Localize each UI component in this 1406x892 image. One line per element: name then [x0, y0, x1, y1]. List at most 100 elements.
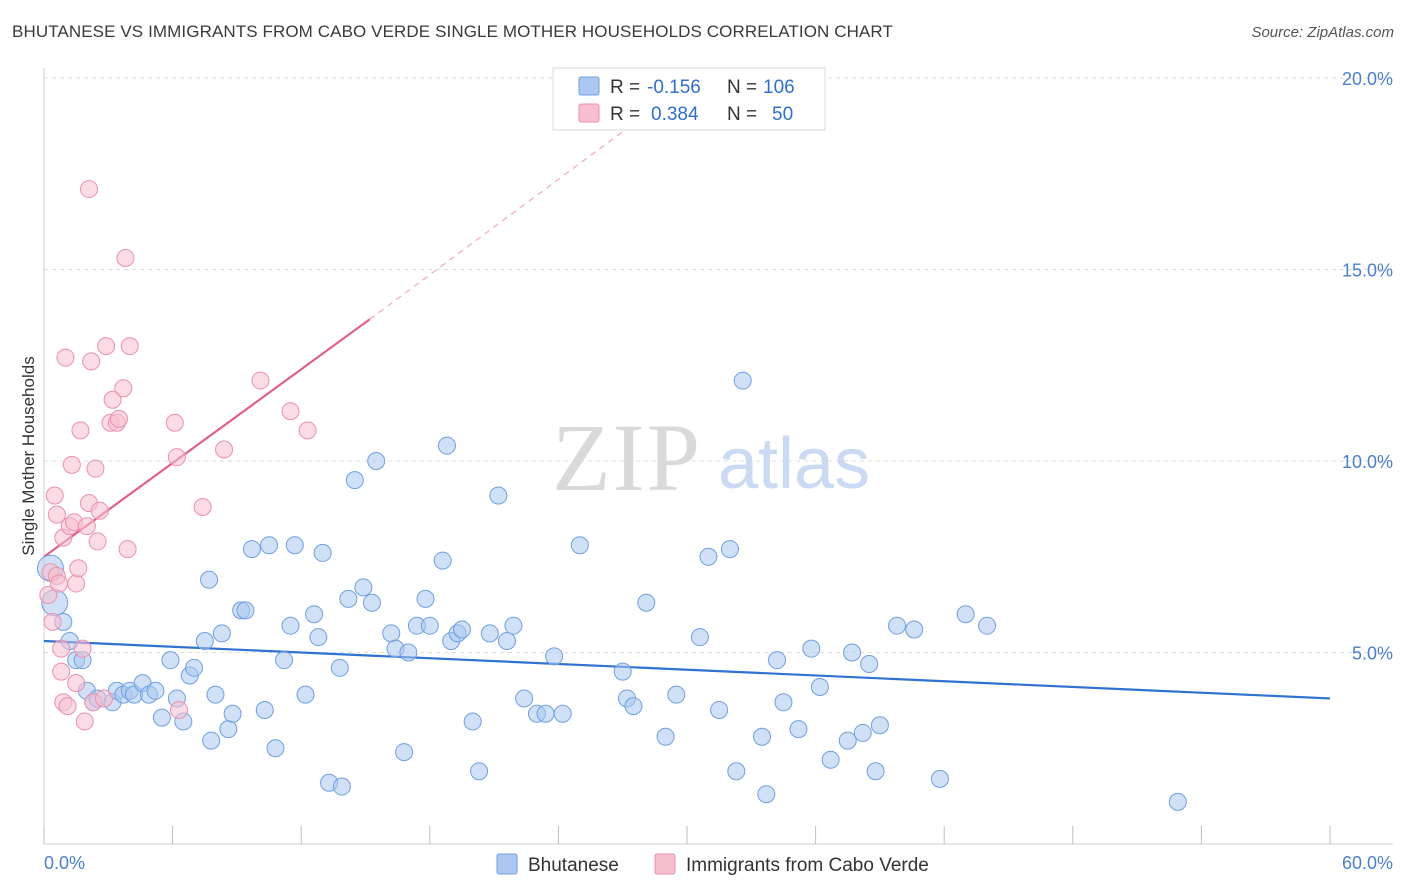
- point-cabo-verde: [75, 712, 94, 731]
- point-bhutanese: [489, 486, 508, 505]
- point-bhutanese: [354, 578, 373, 597]
- bottom-legend: Bhutanese Immigrants from Cabo Verde: [496, 853, 929, 876]
- legend-n-label-2: N =: [727, 104, 757, 125]
- legend-r-value-1: -0.156: [647, 77, 701, 98]
- point-cabo-verde: [118, 540, 137, 559]
- point-bhutanese: [242, 540, 261, 559]
- point-cabo-verde: [110, 409, 129, 428]
- point-bhutanese: [570, 536, 589, 555]
- x-tick-label-max: 60.0%: [1342, 853, 1393, 873]
- chart-source: Source: ZipAtlas.com: [1251, 24, 1394, 41]
- y-axis-title: Single Mother Households: [19, 356, 38, 555]
- point-bhutanese: [152, 708, 171, 727]
- axes: [43, 68, 1393, 845]
- point-bhutanese: [727, 762, 746, 781]
- point-bhutanese: [480, 624, 499, 643]
- gridlines: [44, 77, 1393, 653]
- point-bhutanese: [275, 651, 294, 670]
- point-cabo-verde: [165, 413, 184, 432]
- point-bhutanese: [330, 658, 349, 677]
- point-cabo-verde: [67, 674, 86, 693]
- point-cabo-verde: [88, 532, 107, 551]
- point-bhutanese: [399, 643, 418, 662]
- point-bhutanese: [843, 643, 862, 662]
- bottom-legend-label-bhutanese: Bhutanese: [528, 855, 619, 876]
- point-bhutanese: [367, 452, 386, 470]
- point-bhutanese: [821, 750, 840, 769]
- point-bhutanese: [866, 762, 885, 781]
- point-bhutanese: [437, 436, 456, 455]
- point-cabo-verde: [80, 180, 99, 199]
- point-bhutanese: [223, 704, 242, 723]
- x-tick-label-min: 0.0%: [44, 853, 85, 873]
- point-cabo-verde: [251, 371, 270, 390]
- point-bhutanese: [236, 601, 255, 620]
- point-cabo-verde: [45, 486, 64, 505]
- point-bhutanese: [768, 651, 787, 670]
- point-cabo-verde: [97, 337, 116, 356]
- point-cabo-verde: [170, 700, 189, 719]
- point-bhutanese: [416, 589, 435, 608]
- point-bhutanese: [266, 739, 285, 758]
- point-bhutanese: [637, 593, 656, 612]
- point-bhutanese: [774, 693, 793, 712]
- point-cabo-verde: [58, 697, 77, 716]
- point-bhutanese: [255, 700, 274, 719]
- bottom-legend-label-cabo-verde: Immigrants from Cabo Verde: [686, 855, 929, 876]
- point-bhutanese: [853, 723, 872, 742]
- point-bhutanese: [553, 704, 572, 723]
- bottom-legend-swatch-pink: [654, 853, 676, 875]
- point-bhutanese: [281, 616, 300, 635]
- point-cabo-verde: [39, 586, 58, 605]
- point-bhutanese: [185, 658, 204, 677]
- point-bhutanese: [1168, 792, 1187, 811]
- point-bhutanese: [285, 536, 304, 555]
- y-tick-label-3: 20.0%: [1342, 69, 1393, 89]
- point-cabo-verde: [281, 402, 300, 421]
- point-cabo-verde: [120, 337, 139, 356]
- point-bhutanese: [515, 689, 534, 708]
- point-bhutanese: [956, 605, 975, 624]
- point-bhutanese: [305, 605, 324, 624]
- point-cabo-verde: [73, 639, 92, 658]
- point-bhutanese: [146, 681, 165, 700]
- point-cabo-verde: [77, 517, 96, 536]
- legend-n-value-2: 50: [772, 104, 793, 125]
- legend-r-label-1: R =: [610, 77, 640, 98]
- legend-n-label-1: N =: [727, 77, 757, 98]
- point-bhutanese: [202, 731, 221, 750]
- point-cabo-verde: [90, 501, 109, 520]
- point-cabo-verde: [67, 574, 86, 593]
- trend-line-bhutanese: [43, 639, 1331, 700]
- legend-swatch-pink: [578, 103, 600, 123]
- point-cabo-verde: [82, 352, 101, 371]
- point-cabo-verde: [86, 459, 105, 478]
- point-bhutanese: [978, 616, 997, 635]
- point-bhutanese: [789, 720, 808, 739]
- point-cabo-verde: [298, 421, 317, 440]
- point-bhutanese: [905, 620, 924, 639]
- bottom-legend-swatch-blue: [496, 853, 518, 875]
- point-bhutanese: [667, 685, 686, 704]
- watermark-zip: ZIP: [552, 404, 702, 511]
- point-cabo-verde: [103, 390, 122, 409]
- point-bhutanese: [313, 543, 332, 562]
- point-bhutanese: [860, 654, 879, 673]
- y-tick-label-0: 5.0%: [1352, 644, 1393, 664]
- series-cabo-verde: [39, 180, 317, 731]
- point-cabo-verde: [62, 455, 81, 474]
- point-bhutanese: [504, 616, 523, 635]
- trend-line-cabo-verde-extension: [369, 131, 624, 320]
- point-cabo-verde: [116, 249, 135, 268]
- point-bhutanese: [838, 731, 857, 750]
- point-bhutanese: [624, 697, 643, 716]
- point-bhutanese: [463, 712, 482, 731]
- point-bhutanese: [206, 685, 225, 704]
- y-tick-label-1: 10.0%: [1342, 452, 1393, 472]
- y-tick-label-2: 15.0%: [1342, 261, 1393, 281]
- point-bhutanese: [870, 716, 889, 735]
- point-bhutanese: [930, 769, 949, 788]
- point-cabo-verde: [43, 612, 62, 631]
- point-bhutanese: [733, 371, 752, 390]
